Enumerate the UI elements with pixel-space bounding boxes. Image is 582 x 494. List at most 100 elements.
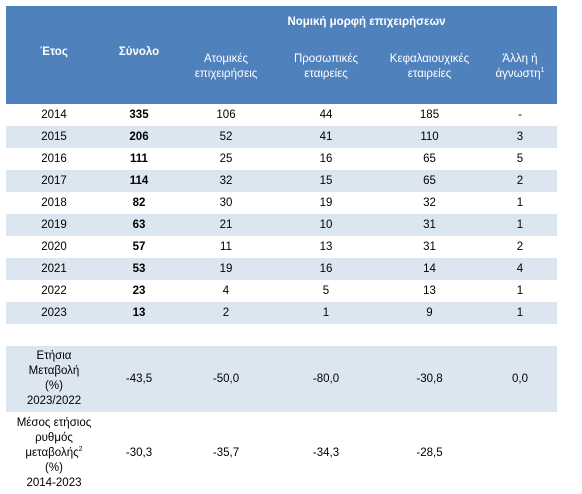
cell-corporations: 14 xyxy=(376,258,483,280)
cell-year: 2018 xyxy=(41,197,67,209)
avg-change-individual: -35,7 xyxy=(212,446,240,459)
cell-other: 1 xyxy=(483,214,557,236)
cell-individual: 19 xyxy=(176,258,276,280)
cell-total: 13 xyxy=(102,302,176,324)
annual-change-label-line3: (%) xyxy=(45,380,63,392)
avg-change-label-line3: μεταβολής xyxy=(25,446,79,459)
header-other: Άλλη ή άγνωστη1 xyxy=(483,38,557,104)
cell-year: 2016 xyxy=(41,153,67,165)
enterprises-by-legal-form-table: Έτος Σύνολο Νομική μορφή επιχειρήσεων Ατ… xyxy=(6,6,557,494)
cell-individual: 21 xyxy=(176,214,276,236)
cell-total: 57 xyxy=(132,241,146,253)
cell-partnerships: 10 xyxy=(276,214,376,236)
cell-total: 63 xyxy=(102,214,176,236)
header-partnerships-line2: εταιρείες xyxy=(304,68,348,80)
cell-partnerships: 44 xyxy=(319,109,333,121)
annual-change-label-line2: Μεταβολή xyxy=(28,365,80,377)
header-other-line2: άγνωστη xyxy=(495,68,541,80)
cell-partnerships: 13 xyxy=(319,241,333,253)
cell-year: 2014 xyxy=(41,109,67,121)
avg-change-other xyxy=(483,412,557,494)
cell-individual: 4 xyxy=(222,285,230,297)
cell-corporations: 9 xyxy=(376,302,483,324)
cell-corporations: 32 xyxy=(423,197,436,209)
cell-total: 114 xyxy=(102,170,176,192)
table-row: 2017 114 32 15 65 2 xyxy=(6,170,557,192)
table-row: 2019 63 21 10 31 1 xyxy=(6,214,557,236)
annual-change-label-line4: 2023/2022 xyxy=(26,395,82,407)
avg-change-label-line4: (%) xyxy=(45,461,63,474)
table-row: 2023 13 2 1 9 1 xyxy=(6,302,557,324)
header-legal-form-group: Νομική μορφή επιχειρήσεων xyxy=(176,6,557,38)
header-individual-line1: Ατομικές xyxy=(203,53,249,65)
header-year: Έτος xyxy=(6,6,102,104)
cell-year: 2019 xyxy=(6,214,102,236)
annual-change-row: Ετήσια Μεταβολή (%) 2023/2022 -43,5 -50,… xyxy=(6,346,557,412)
cell-other: 2 xyxy=(516,241,524,253)
avg-change-label-line1: Μέσος ετήσιος xyxy=(16,416,92,429)
cell-individual: 106 xyxy=(216,109,236,121)
cell-individual: 2 xyxy=(176,302,276,324)
header-individual-line2: επιχειρήσεις xyxy=(194,68,258,80)
spacer-row xyxy=(6,324,557,346)
cell-other: 1 xyxy=(483,302,557,324)
cell-corporations: 65 xyxy=(376,170,483,192)
cell-year: 2020 xyxy=(41,241,67,253)
header-partnerships-line1: Προσωπικές xyxy=(293,53,359,65)
cell-partnerships: 1 xyxy=(276,302,376,324)
cell-partnerships: 19 xyxy=(319,197,333,209)
annual-change-label: Ετήσια Μεταβολή (%) 2023/2022 xyxy=(6,346,102,412)
header-partnerships: Προσωπικές εταιρείες xyxy=(276,38,376,104)
table-row: 2022 23 4 5 13 1 xyxy=(6,280,557,302)
cell-individual: 25 xyxy=(219,153,233,165)
header-row-sub: Ατομικές επιχειρήσεις Προσωπικές εταιρεί… xyxy=(6,38,557,104)
cell-year: 2022 xyxy=(41,285,67,297)
cell-corporations: 185 xyxy=(419,109,440,121)
table-row: 2021 53 19 16 14 4 xyxy=(6,258,557,280)
avg-change-label-line2: ρυθμός xyxy=(35,431,73,444)
cell-corporations: 31 xyxy=(423,241,436,253)
cell-partnerships: 16 xyxy=(319,153,333,165)
cell-partnerships: 5 xyxy=(322,285,330,297)
cell-partnerships: 41 xyxy=(276,126,376,148)
annual-change-individual: -50,0 xyxy=(176,346,276,412)
cell-total: 53 xyxy=(102,258,176,280)
header-other-line1: Άλλη ή xyxy=(502,53,538,65)
cell-other: 1 xyxy=(516,285,524,297)
cell-other: 3 xyxy=(483,126,557,148)
cell-other: 4 xyxy=(483,258,557,280)
avg-change-partnerships: -34,3 xyxy=(312,446,340,459)
cell-total: 111 xyxy=(130,153,148,165)
header-other-footnote: 1 xyxy=(540,67,545,75)
cell-year: 2021 xyxy=(6,258,102,280)
avg-change-total: -30,3 xyxy=(125,446,153,459)
annual-change-label-line1: Ετήσια xyxy=(36,350,72,362)
header-row-top: Έτος Σύνολο Νομική μορφή επιχειρήσεων xyxy=(6,6,557,104)
table-row: 2016 111 25 16 65 5 xyxy=(6,148,557,170)
cell-individual: 11 xyxy=(220,241,232,253)
cell-total: 335 xyxy=(129,109,149,121)
annual-change-other: 0,0 xyxy=(483,346,557,412)
cell-partnerships: 15 xyxy=(276,170,376,192)
cell-other: 5 xyxy=(516,153,524,165)
cell-year: 2015 xyxy=(6,126,102,148)
avg-change-label: Μέσος ετήσιος ρυθμός μεταβολής2 (%) 2014… xyxy=(6,412,102,494)
table-row: 2015 206 52 41 110 3 xyxy=(6,126,557,148)
avg-change-row: Μέσος ετήσιος ρυθμός μεταβολής2 (%) 2014… xyxy=(6,412,557,494)
avg-change-footnote: 2 xyxy=(78,445,83,453)
cell-corporations: 110 xyxy=(376,126,483,148)
cell-individual: 32 xyxy=(176,170,276,192)
table-row: 2018 82 30 19 32 1 xyxy=(6,192,557,214)
cell-other: 2 xyxy=(483,170,557,192)
cell-year: 2017 xyxy=(6,170,102,192)
header-total: Σύνολο xyxy=(102,6,176,104)
table-row: 2020 57 11 13 31 2 xyxy=(6,236,557,258)
table-row: 2014 335 106 44 185 - xyxy=(6,104,557,126)
cell-total: 206 xyxy=(102,126,176,148)
annual-change-corporations: -30,8 xyxy=(376,346,483,412)
header-individual: Ατομικές επιχειρήσεις xyxy=(176,38,276,104)
cell-individual: 52 xyxy=(176,126,276,148)
cell-corporations: 13 xyxy=(423,285,436,297)
cell-total: 82 xyxy=(132,197,146,209)
header-corporations-line1: Κεφαλαιουχικές xyxy=(389,53,470,65)
